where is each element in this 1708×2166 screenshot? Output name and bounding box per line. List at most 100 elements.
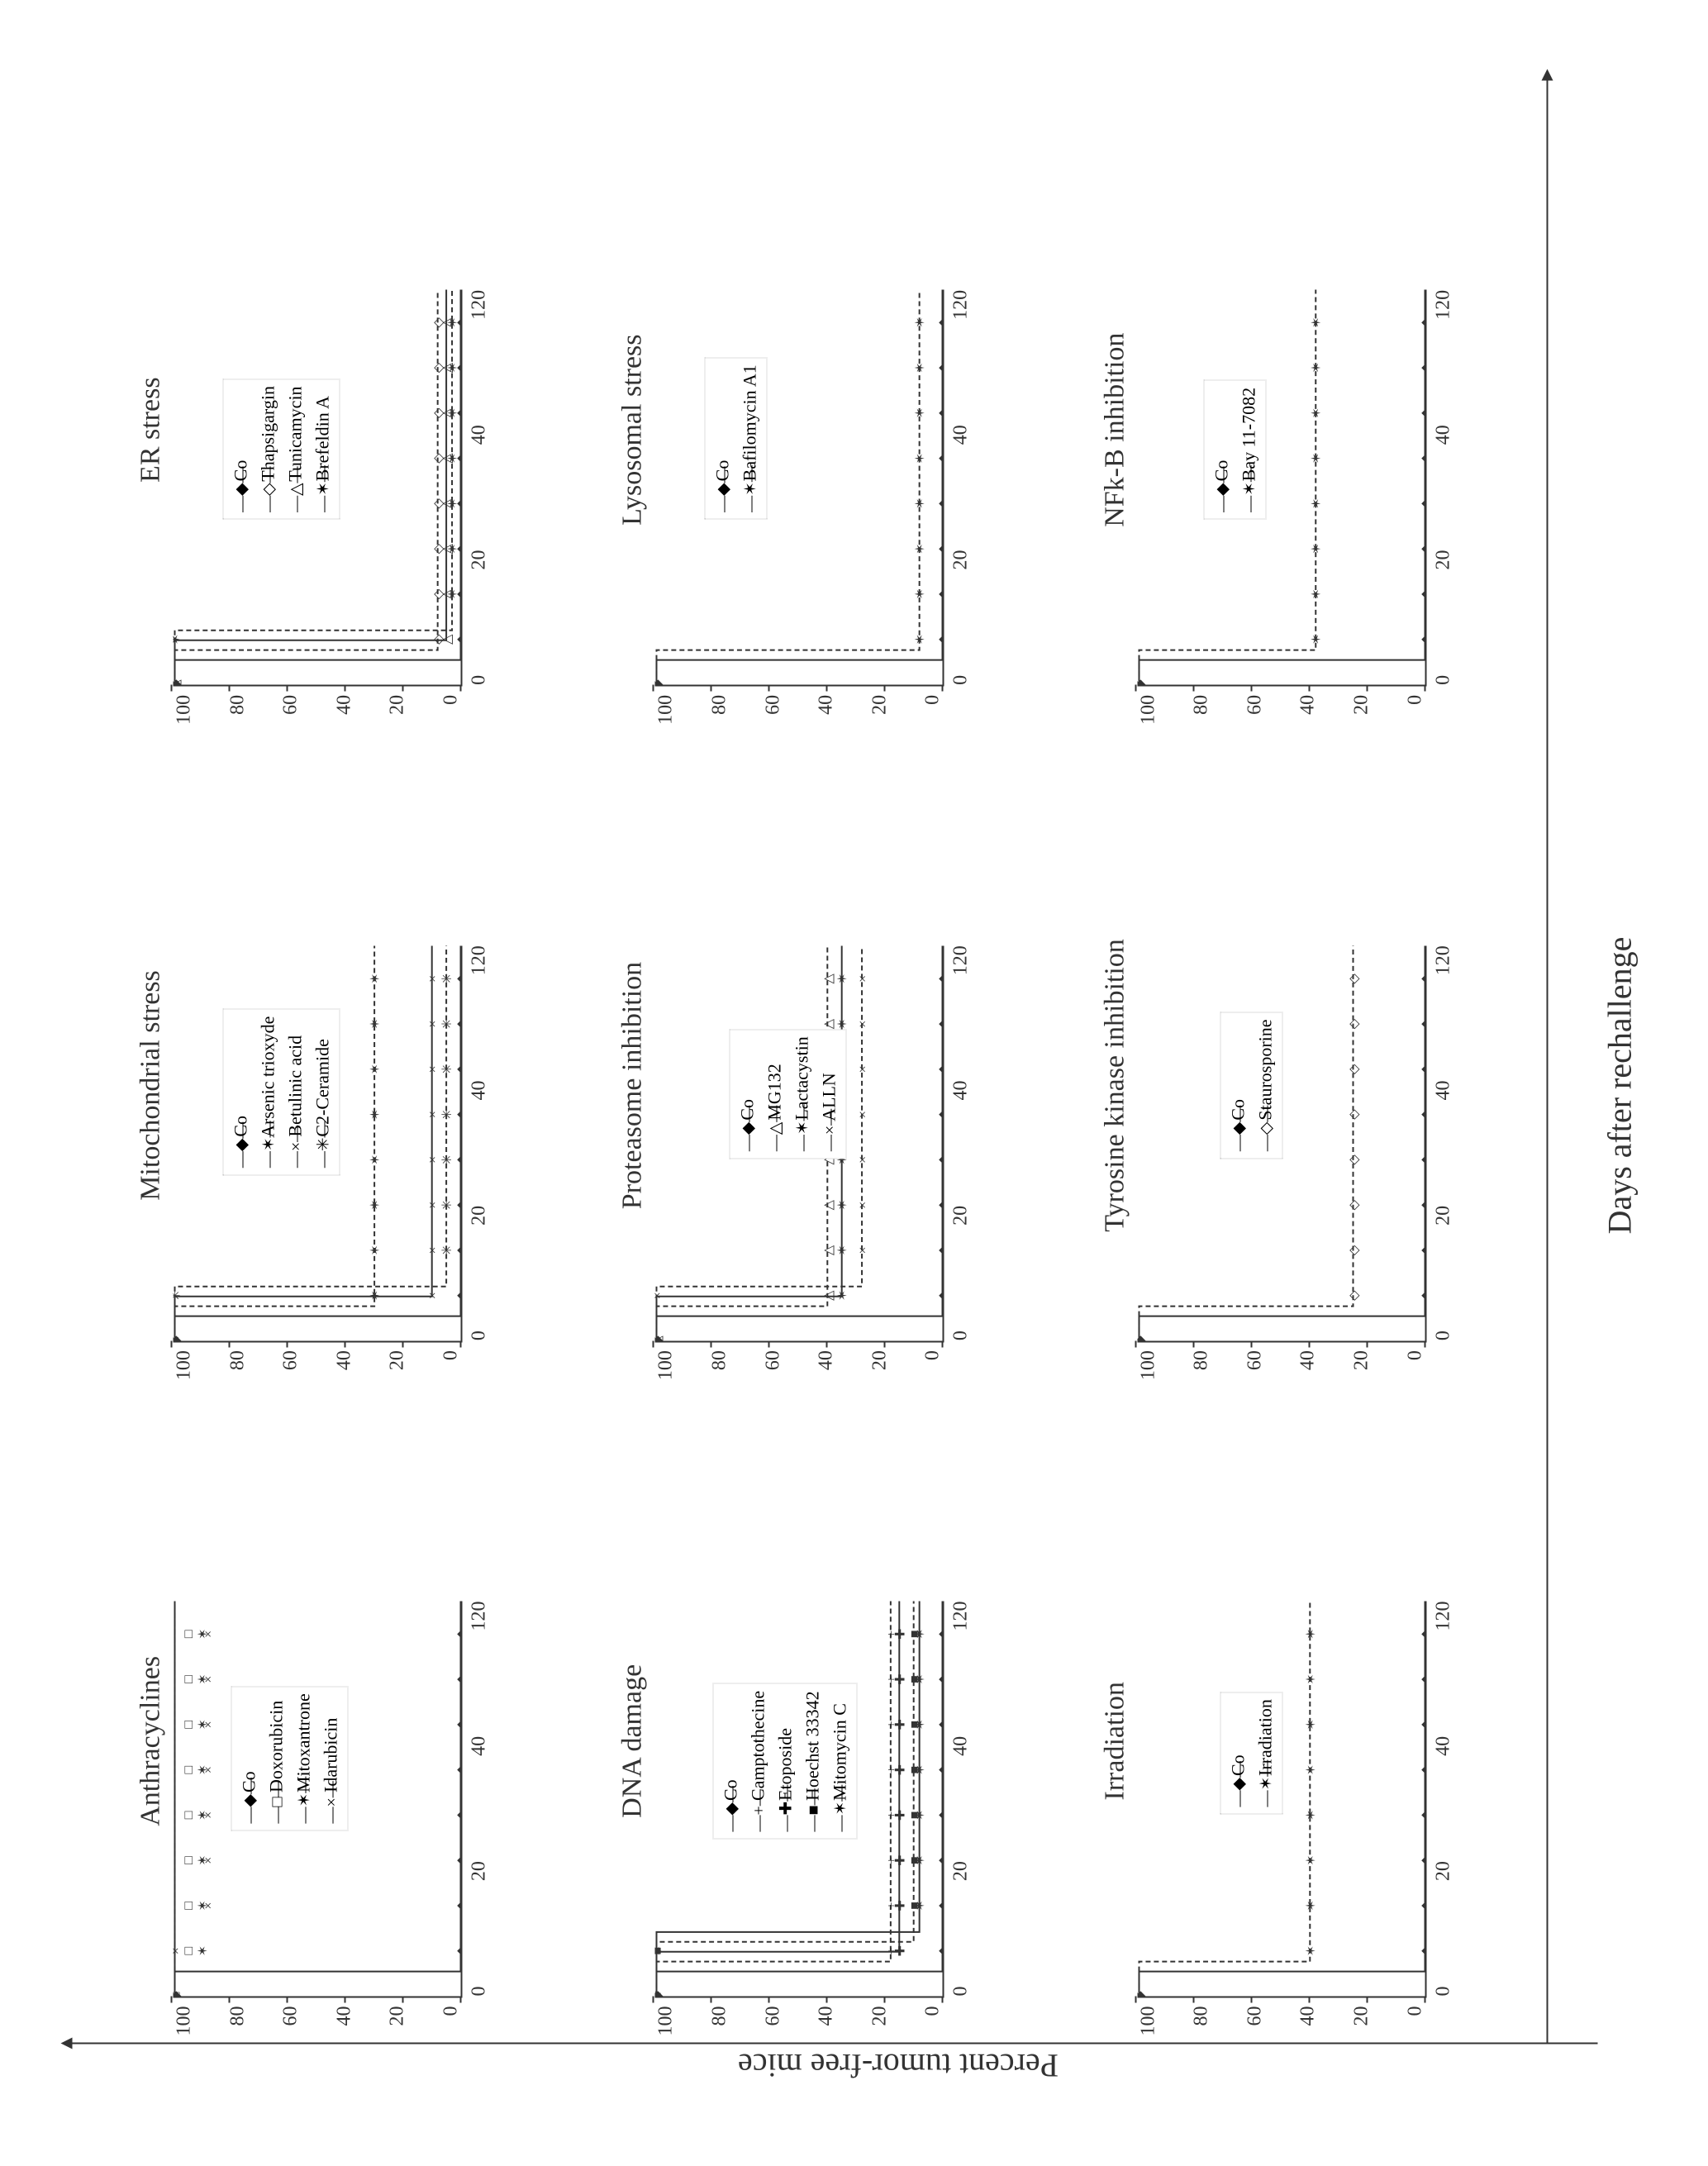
svg-text:✶: ✶	[1310, 453, 1324, 464]
legend-marker-icon: —◆—	[1226, 1784, 1251, 1807]
svg-text:◆: ◆	[454, 1719, 460, 1730]
y-tick-label: 20	[868, 695, 891, 715]
svg-text:◆: ◆	[1419, 1810, 1425, 1821]
y-tick-label: 20	[1351, 695, 1373, 715]
legend-item: —△— Tunicamycin	[282, 386, 309, 512]
legend-label: ALLN	[819, 1073, 840, 1125]
legend-item: —×— Idarubicin	[317, 1693, 345, 1823]
svg-text:✶: ✶	[1304, 1673, 1318, 1684]
x-tick-label: 120	[469, 945, 491, 975]
svg-text:◆: ◆	[937, 1945, 943, 1956]
y-axis: 100806040200	[655, 1998, 944, 2036]
svg-text:✶: ✶	[446, 453, 460, 464]
chart-canvas: ◆◆◆◆◆◆◆◆◆◇◇◇◇◇◇◇◇◇△△△△△△△△△✶✶✶✶✶✶✶✶✶0204…	[174, 290, 463, 687]
x-axis: 02040120	[469, 290, 491, 685]
legend-label: Hoechst 33342	[802, 1691, 823, 1805]
svg-text:✶: ✶	[914, 453, 928, 464]
svg-text:◇: ◇	[1347, 1245, 1361, 1255]
legend-label: Idarubicin	[321, 1718, 341, 1797]
svg-text:×: ×	[856, 975, 870, 983]
legend-label: Co	[1227, 1099, 1248, 1125]
legend-label: Lactacystin	[792, 1036, 812, 1125]
svg-text:◆: ◆	[937, 544, 943, 555]
svg-text:✶: ✶	[1304, 1810, 1318, 1821]
svg-text:◆: ◆	[937, 1900, 943, 1911]
svg-text:◆: ◆	[454, 973, 460, 983]
chart-canvas: ◆◆◆◆◆◆◆◆◆✶✶✶✶✶✶✶✶✶02040120—◆— Co—✶— Irra…	[1137, 1602, 1426, 1998]
svg-text:✶: ✶	[1137, 679, 1147, 685]
svg-text:◆: ◆	[1419, 973, 1425, 983]
svg-text:✶: ✶	[446, 363, 460, 374]
svg-text:◆: ◆	[937, 1764, 943, 1775]
legend-label: Mitoxantrone	[293, 1693, 314, 1797]
svg-text:✶: ✶	[914, 498, 928, 509]
svg-text:✶: ✶	[174, 634, 183, 645]
svg-text:◆: ◆	[454, 1154, 460, 1164]
x-axis: 02040120	[950, 1602, 973, 1997]
svg-text:✶: ✶	[1310, 408, 1324, 419]
svg-text:✶: ✶	[369, 973, 383, 983]
svg-text:◆: ◆	[1419, 317, 1425, 328]
svg-text:◆: ◆	[937, 588, 943, 599]
x-tick-label: 40	[1432, 1081, 1454, 1101]
svg-text:◆: ◆	[454, 634, 460, 645]
x-axis: 02040120	[469, 945, 491, 1340]
y-tick-label: 80	[226, 2007, 249, 2026]
svg-text:✚: ✚	[894, 1719, 908, 1730]
legend-label: Etoposide	[775, 1728, 796, 1806]
x-tick-label: 0	[469, 675, 491, 685]
svg-text:✶: ✶	[369, 1018, 383, 1029]
svg-text:✳: ✳	[440, 1064, 454, 1074]
svg-text:□: □	[182, 1630, 196, 1638]
panel-title: Lysosomal stress	[617, 136, 649, 725]
legend-item: —✶— Brefeldin A	[309, 386, 336, 512]
y-tick-label: 100	[174, 695, 196, 725]
y-tick-label: 20	[387, 2007, 409, 2026]
svg-text:✶: ✶	[914, 1673, 928, 1684]
panel-5: Lysosomal stress100806040200◆◆◆◆◆◆◆◆◆✶✶✶…	[617, 136, 1058, 725]
svg-text:◇: ◇	[1347, 1199, 1361, 1210]
y-tick-label: 80	[708, 2007, 730, 2026]
y-axis: 100806040200	[174, 687, 463, 725]
svg-text:✳: ✳	[440, 973, 454, 983]
svg-text:×: ×	[856, 1020, 870, 1027]
svg-text:✶: ✶	[914, 1855, 928, 1866]
svg-text:✚: ✚	[894, 1673, 908, 1684]
svg-text:◆: ◆	[937, 407, 943, 418]
y-tick-label: 20	[387, 1350, 409, 1370]
panel-title: DNA damage	[617, 1446, 649, 2035]
svg-text:×: ×	[856, 1201, 870, 1208]
legend-marker-icon: —◆—	[736, 1128, 761, 1151]
chart-canvas: ◆◆◆◆◆◆◆◆◆✶✶✶✶✶✶✶✶✶02040120—◆— Co—✶— Bay …	[1137, 290, 1426, 687]
y-axis: 100806040200	[1137, 1998, 1426, 2036]
legend-marker-icon: —×—	[818, 1128, 843, 1151]
svg-text:✶: ✶	[174, 679, 183, 685]
legend-marker-icon: —△—	[764, 1128, 788, 1151]
x-tick-label: 20	[469, 550, 491, 570]
x-axis: 02040120	[1432, 945, 1454, 1340]
svg-text:×: ×	[202, 1721, 216, 1728]
panel-title: Mitochondrial stress	[136, 791, 167, 1380]
svg-text:△: △	[822, 1199, 836, 1210]
y-axis: 100806040200	[1137, 687, 1426, 725]
legend-item: —◇— Staurosporine	[1251, 1019, 1278, 1151]
chart-canvas: ◆◆◆◆◆◆◆◆◆□□□□□□□□□✶✶✶✶✶✶✶✶✶×××××××××0204…	[174, 1602, 463, 1998]
x-tick-label: 120	[1432, 290, 1454, 320]
y-tick-label: 100	[655, 695, 678, 725]
svg-text:✳: ✳	[440, 1154, 454, 1164]
svg-text:◆: ◆	[937, 1719, 943, 1730]
svg-text:✶: ✶	[1304, 1900, 1318, 1911]
svg-text:◆: ◆	[1419, 1245, 1425, 1255]
chart-canvas: ◆◆◆◆◆◆◆◆◆✶✶✶✶✶✶✶✶✶02040120—◆— Co—✶— Bafi…	[655, 290, 944, 687]
svg-text:△: △	[822, 1245, 836, 1255]
y-tick-label: 60	[762, 695, 784, 715]
y-tick-label: 0	[440, 1350, 462, 1360]
legend-item: —◆— Co	[734, 1036, 761, 1151]
svg-text:✶: ✶	[914, 317, 928, 328]
x-axis: 02040120	[469, 1602, 491, 1997]
svg-text:✶: ✶	[836, 1245, 850, 1255]
legend-marker-icon: —◆—	[720, 1809, 745, 1832]
legend: —◆— Co—◇— Thapsigargin—△— Tunicamycin—✶—…	[223, 378, 340, 520]
svg-text:△: △	[822, 973, 836, 983]
plot-area: 100806040200◆◆◆◆◆◆◆◆◆+++++++++✚✚✚✚✚✚✚✚✚■…	[655, 1446, 1002, 2035]
